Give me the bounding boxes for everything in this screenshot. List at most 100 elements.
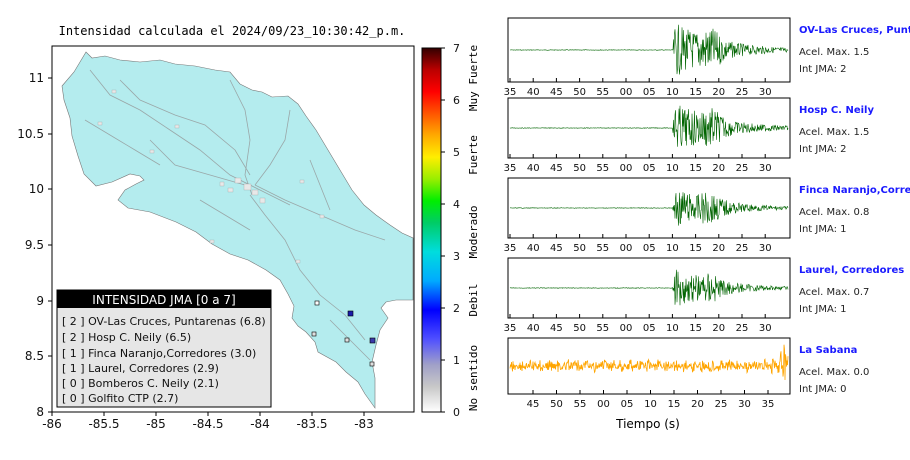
station-marker	[347, 310, 354, 317]
time-tick-label: 10	[666, 243, 679, 254]
time-tick-label: 20	[712, 243, 725, 254]
time-tick-label: 50	[573, 87, 586, 98]
seismogram-panel: 45 50 55 00 05 10 15 20 25 30 35 La Sabana Acel. Max…	[507, 337, 869, 410]
time-tick-label: 35	[762, 399, 775, 410]
map-x-tick: -86	[42, 417, 62, 431]
time-tick-label: 55	[596, 163, 609, 174]
legend-entry: [ 0 ] Bomberos C. Neily (2.1)	[62, 377, 219, 390]
map-x-tick: -84	[250, 417, 270, 431]
map-x-axis: -86 -85.5 -85 -84.5 -84 -83.5 -83	[42, 417, 374, 431]
time-tick-label: 55	[596, 323, 609, 334]
station-marker	[314, 300, 320, 306]
time-tick-label: 55	[596, 87, 609, 98]
station-info: Int JMA: 2	[799, 144, 847, 155]
colorbar-label: Debil	[467, 283, 480, 316]
time-tick-label: 05	[643, 323, 656, 334]
time-tick-label: 45	[550, 87, 563, 98]
colorbar-tick: 4	[453, 198, 460, 211]
station-info: Int JMA: 1	[799, 304, 847, 315]
time-tick-label: 45	[550, 243, 563, 254]
station-info: Acel. Max. 0.0	[799, 367, 869, 378]
time-tick-label: 20	[712, 87, 725, 98]
station-info: Acel. Max. 1.5	[799, 127, 869, 138]
station-title: La Sabana	[799, 345, 857, 356]
map-x-tick: -85	[146, 417, 166, 431]
colorbar-tick: 3	[453, 250, 460, 263]
map-title: Intensidad calculada el 2024/09/23_10:30…	[59, 24, 406, 38]
waveform-trace	[510, 24, 789, 75]
time-tick-label: 30	[759, 163, 772, 174]
colorbar-tick: 7	[453, 42, 460, 55]
station-markers	[311, 300, 376, 367]
time-tick-label: 25	[736, 323, 749, 334]
station-marker	[369, 337, 376, 344]
map-y-tick: 8.5	[25, 349, 44, 363]
time-tick-label: 05	[643, 163, 656, 174]
time-tick-label: 15	[689, 243, 702, 254]
time-tick-label: 35	[504, 323, 517, 334]
time-tick-label: 25	[736, 163, 749, 174]
colorbar-tick: 1	[453, 354, 460, 367]
time-tick-label: 10	[666, 163, 679, 174]
time-tick-label: 45	[550, 323, 563, 334]
time-tick-label: 30	[759, 87, 772, 98]
waveform-trace	[509, 344, 789, 381]
station-title: Laurel, Corredores	[799, 265, 904, 276]
time-tick-label: 40	[527, 163, 540, 174]
station-info: Int JMA: 0	[799, 384, 847, 395]
time-tick-label: 50	[573, 323, 586, 334]
station-title: OV-Las Cruces, Puntarenas	[799, 25, 910, 36]
time-tick-label: 00	[620, 87, 633, 98]
time-tick-label: 05	[643, 87, 656, 98]
map-x-tick: -83	[354, 417, 374, 431]
map-y-tick: 10.5	[17, 127, 44, 141]
seismogram-panel: 35 40 45 50 55 00 05 10 15 20 25 30 Finca Naranjo,Co…	[504, 177, 910, 254]
station-title: Finca Naranjo,Corredores	[799, 185, 910, 196]
waveform-trace	[509, 105, 789, 147]
station-info: Int JMA: 1	[799, 224, 847, 235]
legend-entry: [ 0 ] Golfito CTP (2.7)	[62, 392, 178, 405]
legend-entry: [ 2 ] Hosp C. Neily (6.5)	[62, 331, 191, 344]
time-tick-label: 25	[715, 399, 728, 410]
map-x-tick: -84.5	[192, 417, 223, 431]
map-x-tick: -85.5	[88, 417, 119, 431]
time-tick-label: 20	[712, 323, 725, 334]
colorbar-label: Moderado	[467, 206, 480, 259]
station-info: Acel. Max. 0.8	[799, 207, 869, 218]
time-tick-label: 00	[597, 399, 610, 410]
time-tick-label: 05	[621, 399, 634, 410]
map-y-tick: 9	[36, 294, 44, 308]
map-panel: -86 -85.5 -85 -84.5 -84 -83.5 -83 11 10.…	[17, 45, 415, 431]
time-tick-label: 10	[666, 323, 679, 334]
time-tick-label: 15	[689, 87, 702, 98]
time-tick-label: 00	[620, 243, 633, 254]
seismogram-panel: 35 40 45 50 55 00 05 10 15 20 25 30 Hosp C. Neily Ace…	[504, 97, 874, 174]
time-tick-label: 15	[689, 163, 702, 174]
colorbar-label: No sentido	[467, 345, 480, 411]
time-tick-label: 45	[550, 163, 563, 174]
legend-header	[57, 290, 271, 308]
time-tick-label: 25	[736, 87, 749, 98]
map-y-tick: 9.5	[25, 238, 44, 252]
time-tick-label: 40	[527, 243, 540, 254]
town-markers	[97, 89, 325, 264]
waveform-trace	[509, 192, 789, 226]
station-marker	[344, 337, 350, 343]
time-tick-label: 00	[620, 163, 633, 174]
map-x-tick: -83.5	[296, 417, 327, 431]
seismogram-panel: 35 40 45 50 55 00 05 10 15 20 25 30 Laurel, Corredor…	[504, 257, 904, 334]
time-tick-label: 30	[738, 399, 751, 410]
map-y-tick: 8	[36, 405, 44, 419]
time-tick-label: 55	[574, 399, 587, 410]
legend-title: INTENSIDAD JMA [0 a 7]	[92, 293, 235, 307]
colorbar-tick: 0	[453, 406, 460, 419]
map-y-axis: 11 10.5 10 9.5 9 8.5 8	[17, 71, 44, 419]
legend-box	[56, 289, 272, 408]
time-tick-label: 20	[691, 399, 704, 410]
legend-entry: [ 1 ] Finca Naranjo,Corredores (3.0)	[62, 347, 256, 360]
colorbar-label: Fuerte	[467, 135, 480, 175]
seismogram-panels: 35 40 45 50 55 00 05 10 15 20 25 30 OV-Las Cruces, P…	[504, 17, 910, 410]
station-title: Hosp C. Neily	[799, 105, 874, 116]
colorbar-tick: 2	[453, 302, 460, 315]
colorbar-tick: 5	[453, 146, 460, 159]
